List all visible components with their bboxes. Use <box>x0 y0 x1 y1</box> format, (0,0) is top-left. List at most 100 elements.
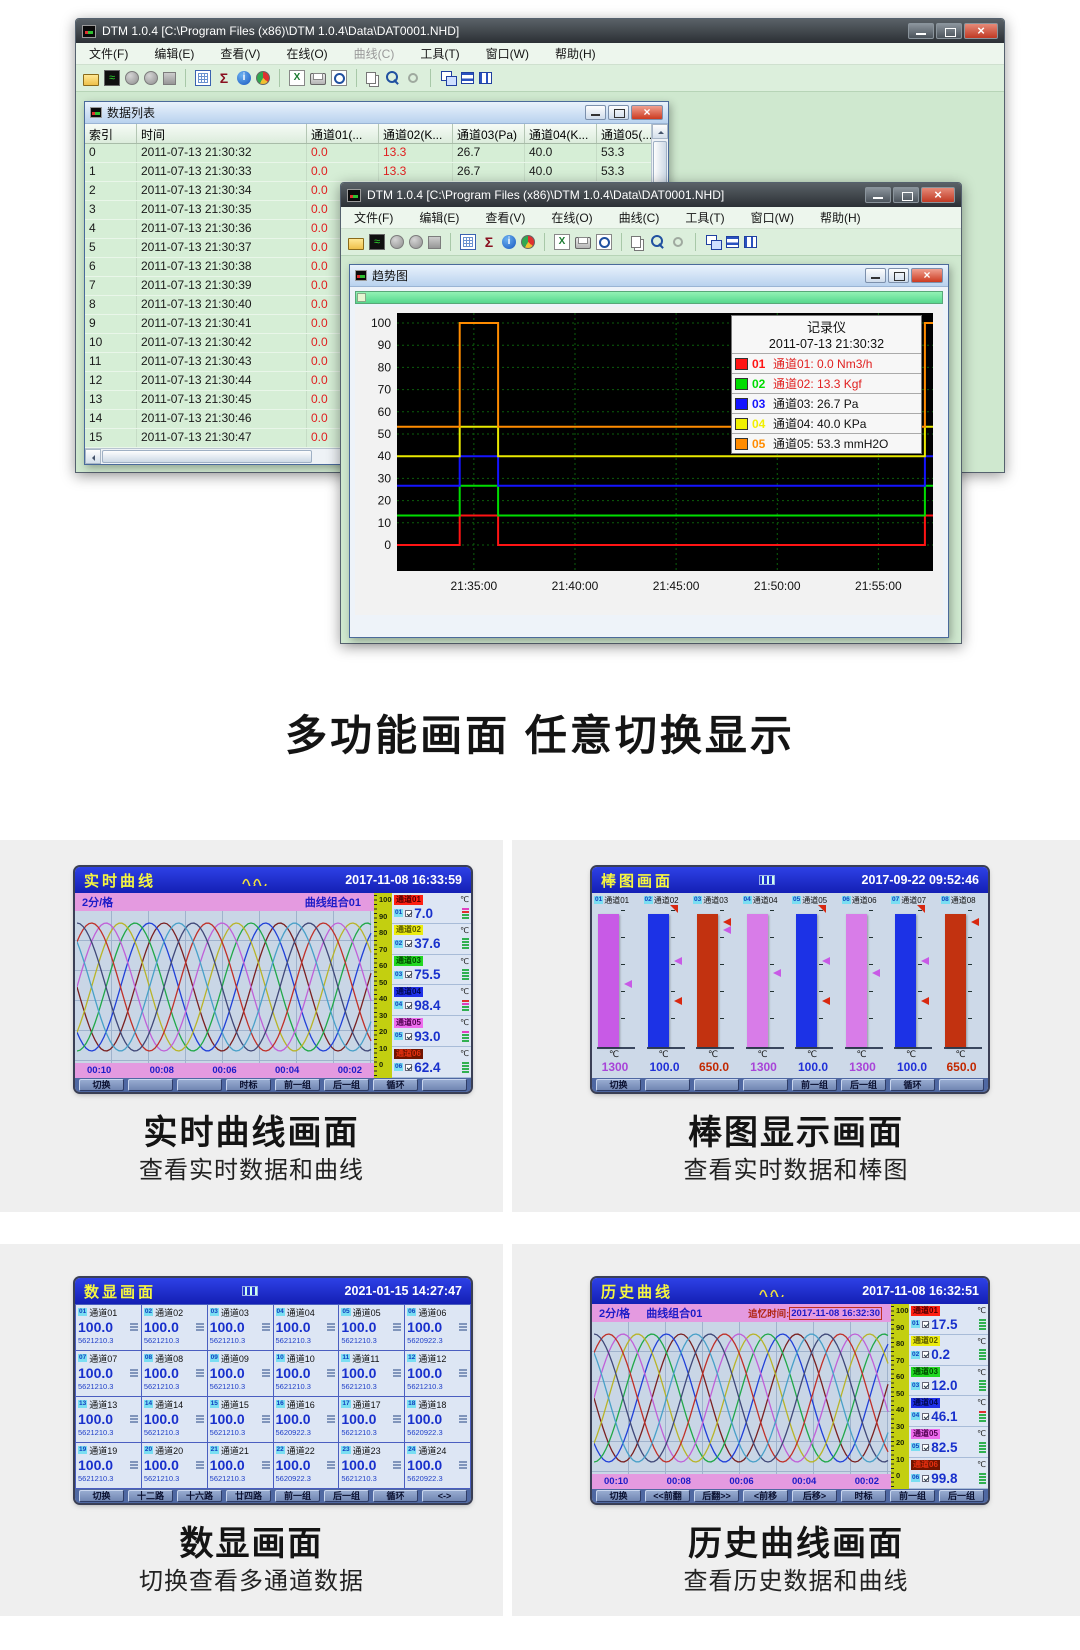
screen-button-2[interactable]: 后翻>> <box>694 1490 739 1502</box>
open-file-icon[interactable] <box>83 73 99 86</box>
channel-checkbox[interactable] <box>405 1001 413 1009</box>
screen-button-5[interactable]: 后一组 <box>324 1490 369 1502</box>
export-excel-icon[interactable] <box>289 70 305 86</box>
channel-checkbox[interactable] <box>922 1320 930 1328</box>
cascade-windows-icon[interactable] <box>440 70 457 86</box>
trend-titlebar[interactable]: 趋势图 <box>350 265 948 287</box>
screen-button-7[interactable]: 后一组 <box>939 1490 984 1502</box>
screen-button-1-blank[interactable] <box>645 1079 690 1091</box>
cell-menu-icon[interactable] <box>129 1415 138 1423</box>
channel-checkbox[interactable] <box>405 971 413 979</box>
menu-item-5[interactable]: 工具(T) <box>685 211 725 225</box>
channel-checkbox[interactable] <box>405 909 413 917</box>
cell-menu-icon[interactable] <box>261 1461 270 1469</box>
screen-button-0[interactable]: 切换 <box>596 1079 641 1091</box>
column-header-4[interactable]: 通道03(Pa) <box>453 124 525 143</box>
tile-vertical-icon[interactable] <box>744 236 757 248</box>
menu-item-2[interactable]: 查看(V) <box>220 47 261 61</box>
menu-item-1[interactable]: 编辑(E) <box>154 47 195 61</box>
screen-button-6[interactable]: 循环 <box>373 1490 418 1502</box>
screen-button-6[interactable]: 循环 <box>373 1079 418 1091</box>
maximize-button[interactable] <box>936 23 962 39</box>
pie-chart-icon[interactable] <box>521 235 535 249</box>
screen-button-1-blank[interactable] <box>128 1079 173 1091</box>
column-header-2[interactable]: 通道01(... <box>307 124 379 143</box>
column-header-6[interactable]: 通道05(... <box>597 124 653 143</box>
scroll-left-arrow[interactable] <box>85 449 101 464</box>
export-excel-icon[interactable] <box>554 234 570 250</box>
print-preview-icon[interactable] <box>596 234 612 250</box>
screen-button-4[interactable]: 前一组 <box>275 1490 320 1502</box>
cell-menu-icon[interactable] <box>393 1323 402 1331</box>
screen-button-6[interactable]: 前一组 <box>890 1490 935 1502</box>
info-icon[interactable] <box>502 235 516 249</box>
window2-titlebar[interactable]: DTM 1.0.4 [C:\Program Files (x86)\DTM 1.… <box>341 183 961 207</box>
screen-button-4[interactable]: 前一组 <box>275 1079 320 1091</box>
cell-menu-icon[interactable] <box>459 1323 467 1331</box>
open-file-icon[interactable] <box>348 237 364 250</box>
record-b-icon[interactable] <box>409 235 423 249</box>
cell-menu-icon[interactable] <box>459 1369 467 1377</box>
channel-checkbox[interactable] <box>405 940 413 948</box>
copy-icon[interactable] <box>631 236 641 248</box>
chart-view-icon[interactable] <box>104 70 120 86</box>
print-icon[interactable] <box>575 237 591 249</box>
channel-checkbox[interactable] <box>405 1063 413 1071</box>
window1-titlebar[interactable]: DTM 1.0.4 [C:\Program Files (x86)\DTM 1.… <box>76 19 1004 43</box>
screen-button-6[interactable]: 循环 <box>890 1079 935 1091</box>
tile-horizontal-icon[interactable] <box>461 72 474 84</box>
cell-menu-icon[interactable] <box>393 1415 402 1423</box>
datalist-minimize-button[interactable] <box>585 105 606 120</box>
trend-close-button[interactable] <box>911 268 943 283</box>
screen-button-4[interactable]: 后移> <box>792 1490 837 1502</box>
datalist-titlebar[interactable]: 数据列表 <box>85 102 668 124</box>
column-header-5[interactable]: 通道04(K... <box>525 124 597 143</box>
strip-grip[interactable] <box>357 293 366 302</box>
screen-button-2[interactable]: 十六路 <box>177 1490 222 1502</box>
print-icon[interactable] <box>310 73 326 85</box>
trend-maximize-button[interactable] <box>888 268 909 283</box>
screen-button-1[interactable]: 十二路 <box>128 1490 173 1502</box>
channel-checkbox[interactable] <box>922 1443 930 1451</box>
screen-button-5[interactable]: 后一组 <box>841 1079 886 1091</box>
data-table-icon[interactable] <box>460 234 476 250</box>
chart-view-icon[interactable] <box>369 234 385 250</box>
cell-menu-icon[interactable] <box>195 1461 204 1469</box>
record-b-icon[interactable] <box>144 71 158 85</box>
screen-button-3[interactable]: 时标 <box>226 1079 271 1091</box>
screen-button-4[interactable]: 前一组 <box>792 1079 837 1091</box>
menu-item-7[interactable]: 帮助(H) <box>554 47 596 61</box>
column-header-0[interactable]: 索引 <box>85 124 137 143</box>
stop-record-icon[interactable] <box>163 71 176 85</box>
minimize-button[interactable] <box>908 23 934 39</box>
menu-item-6[interactable]: 窗口(W) <box>750 211 794 225</box>
screen-button-0[interactable]: 切换 <box>596 1490 641 1502</box>
cell-menu-icon[interactable] <box>195 1415 204 1423</box>
screen-button-0[interactable]: 切换 <box>79 1490 124 1502</box>
cell-menu-icon[interactable] <box>459 1415 467 1423</box>
channel-checkbox[interactable] <box>405 1032 413 1040</box>
zoom-mini-icon[interactable] <box>405 70 421 86</box>
close-button[interactable] <box>921 187 955 203</box>
channel-checkbox[interactable] <box>922 1351 930 1359</box>
screen-button-7-blank[interactable] <box>939 1079 984 1091</box>
menu-item-4[interactable]: 曲线(C) <box>353 47 395 61</box>
menu-item-4[interactable]: 曲线(C) <box>618 211 660 225</box>
tile-horizontal-icon[interactable] <box>726 236 739 248</box>
screen-button-3[interactable]: 廿四路 <box>226 1490 271 1502</box>
copy-icon[interactable] <box>366 72 376 84</box>
cell-menu-icon[interactable] <box>393 1461 402 1469</box>
close-button[interactable] <box>964 23 998 39</box>
scroll-thumb-h[interactable] <box>102 450 312 463</box>
cell-menu-icon[interactable] <box>327 1323 336 1331</box>
screen-button-2-blank[interactable] <box>177 1079 222 1091</box>
menu-item-0[interactable]: 文件(F) <box>354 211 394 225</box>
datalist-maximize-button[interactable] <box>608 105 629 120</box>
cell-menu-icon[interactable] <box>393 1369 402 1377</box>
cell-menu-icon[interactable] <box>129 1461 138 1469</box>
cell-menu-icon[interactable] <box>459 1461 467 1469</box>
tile-vertical-icon[interactable] <box>479 72 492 84</box>
menu-item-0[interactable]: 文件(F) <box>89 47 129 61</box>
screen-button-3[interactable]: <前移 <box>743 1490 788 1502</box>
sum-icon[interactable] <box>216 70 232 86</box>
